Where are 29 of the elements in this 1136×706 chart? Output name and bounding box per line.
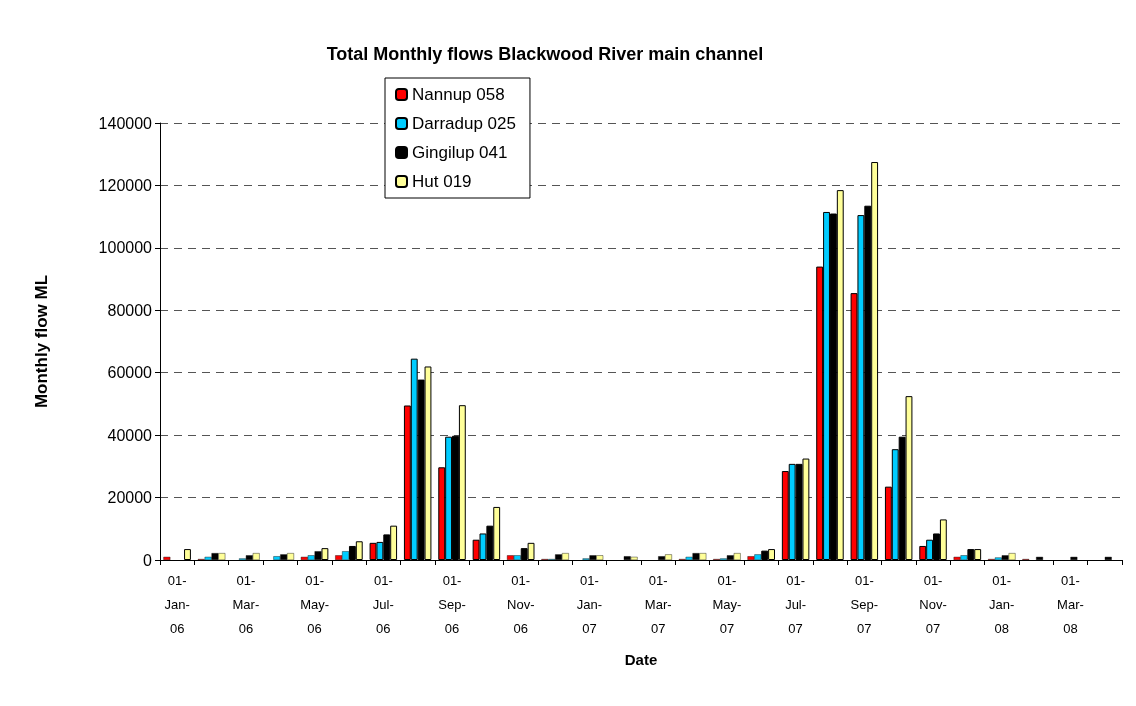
- legend-label: Nannup 058: [412, 85, 505, 104]
- x-tick-label: 01- Jan- 06: [164, 572, 190, 636]
- y-tick-label: 0: [143, 551, 153, 569]
- x-tick-label: 01- Nov- 06: [507, 572, 535, 636]
- legend-label: Gingilup 041: [412, 143, 508, 162]
- x-tick-label: 01- May- 07: [712, 572, 742, 636]
- y-tick-label: 20000: [107, 489, 153, 507]
- x-tick-label: 01- Mar- 07: [644, 572, 672, 636]
- x-tick-label: 01- Jul- 06: [372, 572, 394, 636]
- y-tick-label: 100000: [98, 239, 153, 257]
- x-tick-label: 01- Jan- 07: [576, 572, 603, 636]
- x-tick-label: 01- Sep- 07: [850, 572, 879, 636]
- x-tick-label: 01- Jan- 08: [989, 572, 1015, 636]
- x-tick-label: 01- May- 06: [300, 572, 330, 636]
- y-tick-label: 40000: [107, 426, 153, 444]
- x-tick-label: 01- Mar- 06: [232, 572, 260, 636]
- y-tick-label: 120000: [98, 176, 153, 194]
- y-tick-label: 140000: [98, 114, 153, 132]
- y-tick-label: 60000: [107, 364, 153, 382]
- x-tick-label: 01- Jul- 07: [785, 572, 807, 636]
- x-tick-label: 01- Mar- 08: [1057, 572, 1084, 636]
- x-tick-label: 01- Nov- 07: [919, 572, 947, 636]
- x-axis-title: Date: [624, 651, 658, 668]
- y-tick-label: 80000: [107, 301, 153, 319]
- chart-title: Total Monthly flows Blackwood River main channel: [326, 44, 764, 64]
- legend-label: Hut 019: [412, 172, 472, 191]
- y-axis-title: Monthly flow ML: [32, 274, 51, 409]
- legend-label: Darradup 025: [412, 114, 516, 133]
- x-tick-label: 01- Sep- 06: [438, 572, 466, 636]
